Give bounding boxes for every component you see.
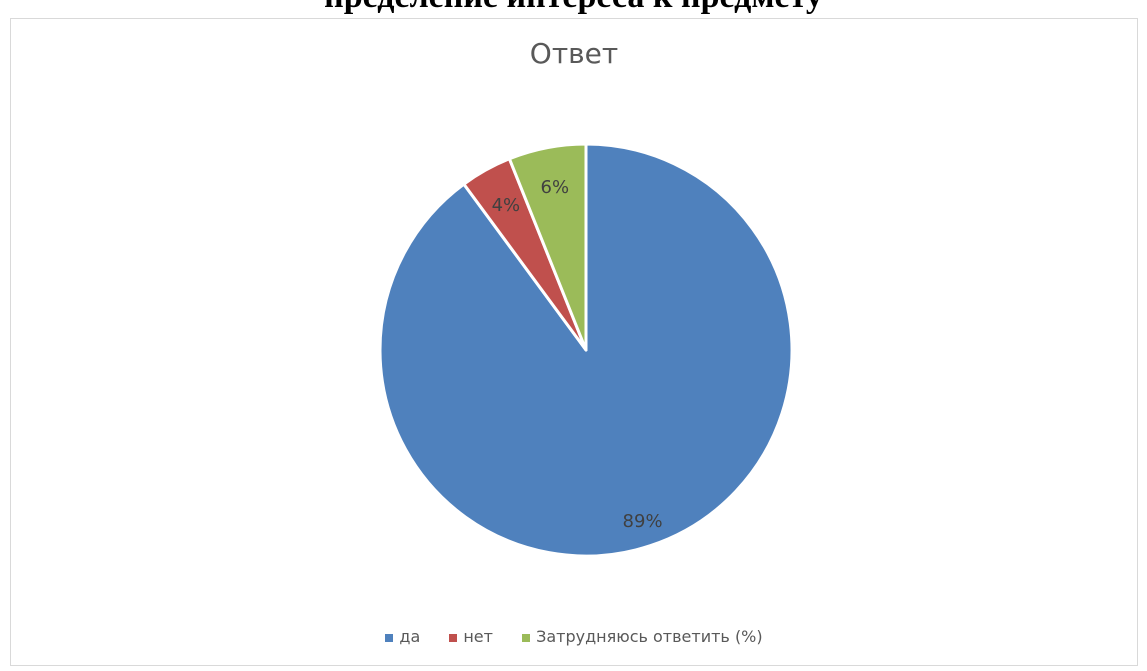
chart-area: Ответ 89% 4% 6% да нет Затрудняюсь ответит…	[10, 18, 1138, 666]
legend: да нет Затрудняюсь ответить (%)	[11, 627, 1137, 646]
page-heading: пределение интереса к предмету	[0, 0, 1147, 16]
pie-chart: 89% 4% 6%	[378, 142, 794, 558]
legend-item-da: да	[385, 627, 420, 646]
legend-label-da: да	[399, 627, 421, 646]
slice-zatrudnyayus	[507, 142, 588, 352]
legend-item-net: нет	[449, 627, 493, 646]
data-label-net: 4%	[492, 195, 521, 216]
legend-label-zatrudnyayus: Затрудняюсь ответить (%)	[536, 627, 763, 646]
data-label-zatrudnyayus: 6%	[541, 177, 570, 198]
legend-label-net: нет	[463, 627, 493, 646]
legend-swatch-zatrudnyayus	[522, 633, 531, 642]
slice-da	[378, 142, 794, 558]
legend-swatch-da	[385, 633, 394, 642]
legend-swatch-net	[449, 633, 458, 642]
data-label-da: 89%	[623, 511, 663, 532]
legend-item-zatrudnyayus: Затрудняюсь ответить (%)	[522, 627, 763, 646]
chart-title: Ответ	[529, 37, 619, 70]
